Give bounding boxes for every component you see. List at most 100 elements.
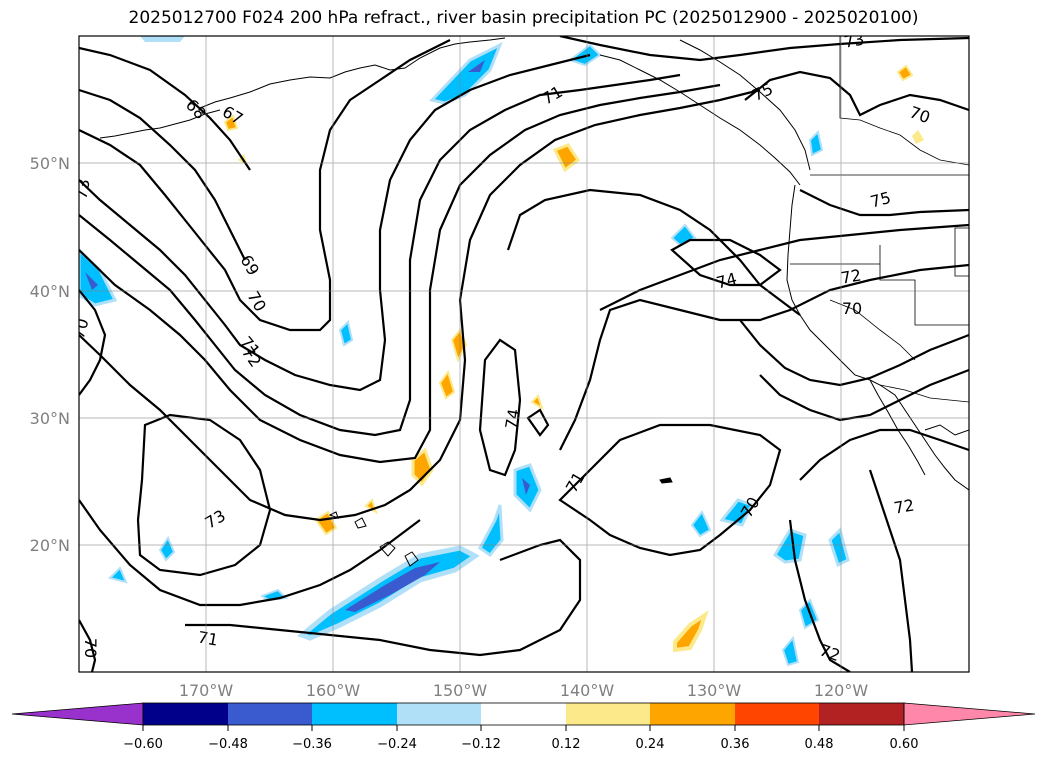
- lat-label-20: 20°N: [30, 536, 70, 555]
- shade-yellow-2: [912, 130, 924, 144]
- colorbar-ticks: [142, 725, 905, 731]
- contour-label-72-d: 73: [842, 29, 865, 51]
- shade-blue-se-2: [828, 527, 850, 568]
- colorbar-extend-low: [11, 702, 144, 726]
- map-frame: [78, 35, 970, 673]
- shade-blue-west-1: [158, 535, 176, 562]
- contour-74-loop: [526, 408, 550, 437]
- colorbar-segment-4: [397, 703, 481, 725]
- contour-72-se: [799, 428, 969, 481]
- coast-island-a: [659, 477, 673, 484]
- borders: [790, 36, 969, 403]
- shade-center-dark: [522, 478, 530, 495]
- lon-label-160w: 160°W: [306, 681, 361, 700]
- coast-us-west: [786, 184, 969, 491]
- contour-72-east: [599, 223, 969, 311]
- contour-74-ne: [799, 189, 969, 217]
- colorbar-outline: [142, 702, 905, 726]
- shade-blue-north-1: [338, 320, 354, 347]
- coast-canada-bc: [679, 39, 811, 171]
- contour-70-inner: [79, 53, 591, 392]
- lat-label-50: 50°N: [30, 154, 70, 173]
- lat-label-30: 30°N: [30, 409, 70, 428]
- contour-label-70-c: 70: [842, 299, 862, 318]
- contour-70-east: [739, 319, 969, 387]
- colorbar-label-2: −0.48: [208, 737, 248, 752]
- contour-73-loop: [136, 413, 272, 577]
- contour-label-74-b: 74: [501, 407, 523, 430]
- lon-label-140w: 140°W: [560, 681, 615, 700]
- contour-label-74-c: 75: [868, 188, 893, 212]
- colorbar-label-7: 0.24: [636, 737, 665, 752]
- lon-label-120w: 120°W: [814, 681, 869, 700]
- colorbar-extend-high: [903, 702, 1036, 726]
- contour-label-74-a: 74: [714, 269, 739, 293]
- shade-blue-north-4: [808, 130, 824, 157]
- border-state-4: [954, 227, 969, 277]
- contour-73-north: [79, 88, 761, 522]
- colorbar-label-10: 0.60: [890, 737, 919, 752]
- colorbar: −0.60 −0.48 −0.36 −0.24 −0.12 0.12 0.24 …: [11, 702, 1036, 752]
- colorbar-segment-6: [566, 703, 650, 725]
- contour-71-west: [79, 499, 421, 607]
- colorbar-label-1: −0.60: [123, 737, 163, 752]
- contour-74-center: [506, 188, 801, 316]
- shade-hawaii-band-north: [478, 504, 504, 558]
- contour-west-67: [79, 46, 251, 171]
- coast-alaska-aleutians: [199, 37, 506, 109]
- shade-blue-west-2: [108, 566, 128, 584]
- coast-aleutian-chain: [99, 109, 221, 139]
- shade-yellow-6: [530, 394, 544, 411]
- shade-alaska-blue: [429, 41, 503, 105]
- lon-label-150w: 150°W: [433, 681, 488, 700]
- border-state-3: [829, 299, 916, 361]
- colorbar-segment-9: [819, 703, 904, 725]
- contour-71: [79, 73, 681, 437]
- colorbar-label-3: −0.36: [292, 737, 332, 752]
- longitude-labels: 170°W 160°W 150°W 140°W 130°W 120°W: [179, 681, 869, 700]
- border-alaska-canada: [839, 36, 969, 166]
- shade-blue-north-2: [140, 36, 185, 42]
- chart-title: 2025012700 F024 200 hPa refract., river …: [128, 8, 919, 28]
- graticule: [79, 36, 969, 672]
- colorbar-segment-1: [143, 703, 228, 725]
- precipitation-shading: [79, 36, 924, 667]
- shade-yellow-1: [896, 64, 914, 82]
- contour-label-73-a: 73: [71, 177, 93, 200]
- shade-hawaii-band-dark: [345, 562, 440, 612]
- colorbar-segment-5: [481, 703, 566, 725]
- refractivity-contours: [79, 36, 969, 672]
- coast-mexico: [924, 424, 969, 436]
- shade-west-edge-dark: [85, 272, 98, 290]
- shade-orange-6: [673, 610, 709, 653]
- shade-blue-mid-2: [690, 510, 712, 538]
- shade-blue-se-1: [772, 528, 807, 564]
- shade-orange-4: [314, 510, 338, 536]
- contour-label-71-c: 71: [196, 627, 219, 649]
- coast-hawaii-2: [354, 517, 367, 529]
- contour-label-72-b: 72: [839, 265, 862, 287]
- border-us-mexico: [879, 384, 969, 403]
- shade-orange-3: [438, 369, 456, 400]
- coast-alaska-panhandle: [599, 54, 801, 186]
- shade-alaska-dark: [468, 60, 485, 72]
- contour-71-diagonal: [559, 263, 969, 451]
- contour-west-69: [79, 39, 451, 332]
- contour-west-70-bottom: [79, 619, 97, 672]
- colorbar-label-9: 0.48: [805, 737, 834, 752]
- colorbar-segment-3: [312, 703, 397, 725]
- lat-label-40: 40°N: [30, 282, 70, 301]
- contour-73-center: [478, 338, 522, 477]
- contour-label-72-c: 72: [892, 495, 915, 517]
- contour-72-se2: [868, 469, 914, 672]
- coast-hawaii-1: [379, 541, 396, 557]
- contour-north-top: [559, 36, 969, 62]
- shade-yellow-3: [223, 114, 239, 132]
- lon-label-170w: 170°W: [179, 681, 234, 700]
- contour-west-70-edge: [79, 289, 107, 396]
- colorbar-label-5: −0.12: [461, 737, 501, 752]
- contour-70-south: [558, 423, 782, 557]
- colorbar-label-4: −0.24: [377, 737, 417, 752]
- contour-74-east: [670, 238, 782, 287]
